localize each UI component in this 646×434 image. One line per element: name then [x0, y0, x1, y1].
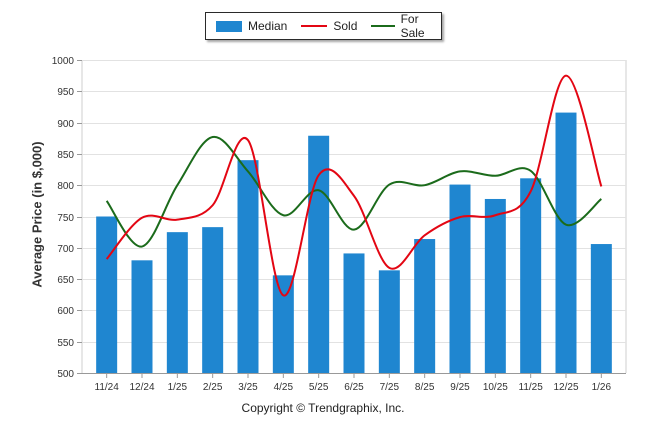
legend: Median Sold For Sale — [205, 12, 442, 40]
legend-label-sold: Sold — [333, 19, 358, 33]
y-tick-label: 850 — [57, 150, 74, 161]
x-tick-label: 12/24 — [129, 382, 154, 393]
bar-median — [202, 227, 224, 373]
y-tick-label: 750 — [57, 213, 74, 224]
x-tick-label: 5/25 — [309, 382, 329, 393]
x-tick-label: 12/25 — [553, 382, 578, 393]
x-tick-label: 8/25 — [415, 382, 435, 393]
y-tick-label: 950 — [57, 87, 74, 98]
y-tick-label: 650 — [57, 275, 74, 286]
x-tick-label: 3/25 — [238, 382, 258, 393]
y-tick-label: 500 — [57, 369, 74, 380]
x-tick-label: 7/25 — [380, 382, 400, 393]
x-tick-label: 2/25 — [203, 382, 223, 393]
bar-median — [520, 178, 542, 373]
bar-median — [272, 275, 294, 373]
bar-median — [555, 112, 577, 374]
copyright: Copyright © Trendgraphix, Inc. — [241, 401, 405, 415]
legend-label-for-sale: For Sale — [400, 12, 425, 40]
legend-item-median[interactable]: Median — [216, 19, 287, 33]
legend-item-sold[interactable]: Sold — [301, 19, 357, 33]
y-tick-label: 550 — [57, 338, 74, 349]
bar-median — [237, 160, 259, 373]
y-tick-label: 700 — [57, 244, 74, 255]
legend-swatch-median — [216, 20, 242, 32]
y-tick-label: 800 — [57, 181, 74, 192]
x-tick-label: 10/25 — [483, 382, 508, 393]
bar-median — [343, 253, 365, 373]
bar-median — [414, 239, 436, 373]
y-tick-label: 1000 — [52, 56, 75, 67]
bar-median — [484, 198, 506, 373]
bar-median — [449, 184, 471, 373]
y-axis-label: Average Price (in $,000) — [29, 141, 45, 288]
line-for-sale — [105, 135, 602, 248]
bar-median — [590, 244, 612, 373]
line-sold — [105, 74, 603, 297]
x-tick-label: 9/25 — [450, 382, 470, 393]
legend-swatch-for-sale — [371, 25, 395, 27]
x-tick-label: 6/25 — [344, 382, 364, 393]
x-tick-label: 4/25 — [274, 382, 294, 393]
legend-label-median: Median — [248, 19, 288, 33]
y-tick-label: 600 — [57, 306, 74, 317]
x-tick-label: 11/25 — [519, 382, 544, 393]
legend-item-for-sale[interactable]: For Sale — [371, 12, 441, 40]
x-tick-label: 1/26 — [592, 382, 612, 393]
bar-median — [378, 270, 400, 373]
x-tick-label: 1/25 — [168, 382, 188, 393]
y-tick-label: 900 — [57, 119, 74, 130]
bar-median — [96, 216, 118, 373]
bar-median — [308, 135, 330, 373]
x-tick-label: 11/24 — [95, 382, 120, 393]
bar-median — [131, 260, 153, 373]
bar-median — [166, 232, 188, 373]
legend-swatch-sold — [301, 25, 328, 27]
